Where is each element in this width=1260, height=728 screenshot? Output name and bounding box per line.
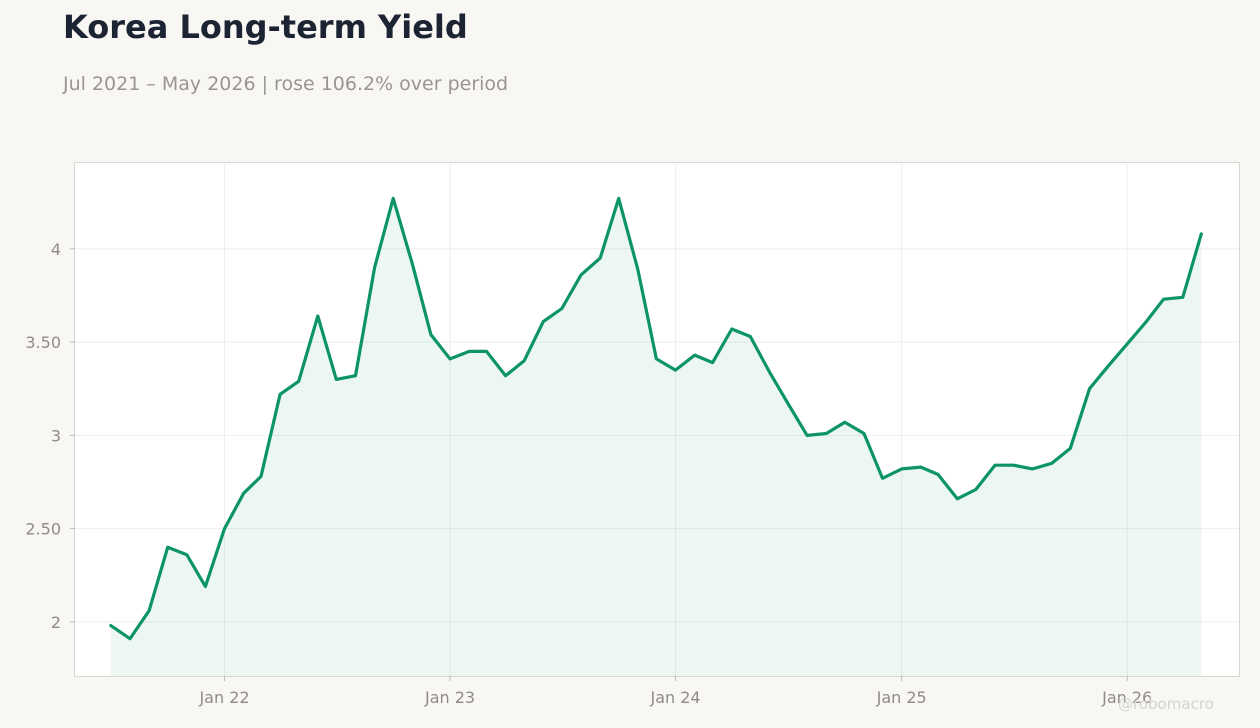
x-tick-label: Jan 25 xyxy=(876,688,927,707)
x-axis-ticks: Jan 22 Jan 23 Jan 24 Jan 25 Jan 26 xyxy=(198,676,1152,707)
plot-background xyxy=(74,162,1240,677)
watermark: @robomacro xyxy=(1118,695,1214,713)
chart-title: Korea Long-term Yield xyxy=(63,8,468,46)
y-tick-label: 3 xyxy=(51,426,61,445)
y-tick-label: 2.50 xyxy=(25,520,61,539)
area-layer xyxy=(110,198,1202,676)
series-area xyxy=(110,198,1202,676)
x-tick-label: Jan 22 xyxy=(198,688,249,707)
chart-subtitle: Jul 2021 – May 2026 | rose 106.2% over p… xyxy=(63,73,509,95)
y-tick-label: 3.50 xyxy=(25,333,61,352)
line-layer xyxy=(109,196,1203,641)
y-tick-label: 4 xyxy=(51,240,61,259)
x-tick-label: Jan 26 xyxy=(1101,688,1152,707)
x-tick-label: Jan 24 xyxy=(649,688,700,707)
y-tick-label: 2 xyxy=(51,613,61,632)
series-line xyxy=(109,196,1203,641)
y-axis-ticks: 2 2.50 3 3.50 4 xyxy=(25,240,75,632)
x-tick-label: Jan 23 xyxy=(424,688,475,707)
